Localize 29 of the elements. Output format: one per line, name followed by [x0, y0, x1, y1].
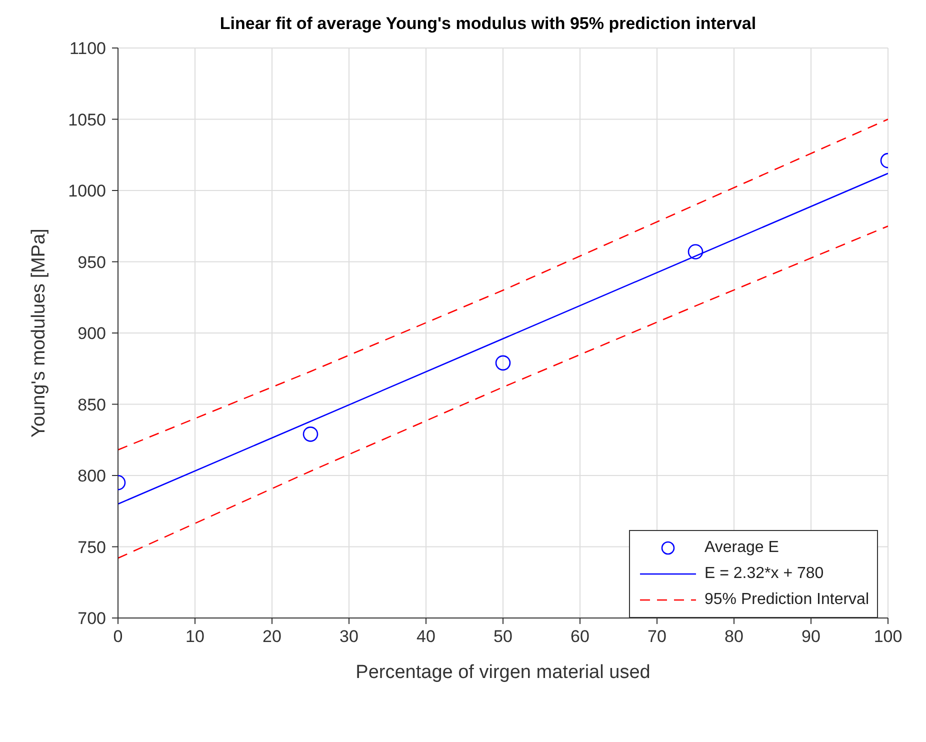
legend-label: Average E [704, 539, 779, 557]
x-tick-label: 30 [340, 627, 358, 646]
x-axis-title: Percentage of virgen material used [356, 662, 650, 683]
y-tick-label: 850 [78, 395, 106, 414]
x-tick-label: 80 [724, 627, 744, 646]
x-tick-label: 10 [186, 627, 204, 646]
legend-label: E = 2.32*x + 780 [704, 565, 824, 583]
x-tick-label: 100 [874, 627, 902, 646]
chart-title: Linear fit of average Young's modulus with 95% prediction interval [218, 14, 758, 34]
x-tick-label: 90 [802, 627, 820, 646]
x-tick-label: 20 [262, 627, 282, 646]
y-tick-label: 800 [78, 466, 106, 486]
y-axis-title: Young's modulues [MPa] [28, 228, 50, 438]
line-series [118, 225, 888, 559]
x-tick-label: 0 [113, 627, 123, 646]
y-tick-label: 1100 [69, 39, 106, 58]
y-tick-label: 950 [78, 252, 106, 272]
x-tick-label: 40 [416, 627, 436, 646]
y-tick-label: 700 [78, 609, 106, 628]
y-tick-label: 900 [78, 324, 106, 344]
x-tick-label: 70 [648, 627, 666, 646]
point [495, 355, 511, 371]
y-tick-label: 1000 [68, 182, 106, 201]
x-tick-label: 50 [494, 627, 512, 646]
legend-label: 95% Prediction Interval [704, 591, 869, 609]
x-tick-label: 60 [570, 627, 590, 646]
line-series [118, 118, 888, 450]
y-tick-label: 750 [78, 538, 106, 557]
y-tick-label: 1050 [68, 110, 106, 130]
